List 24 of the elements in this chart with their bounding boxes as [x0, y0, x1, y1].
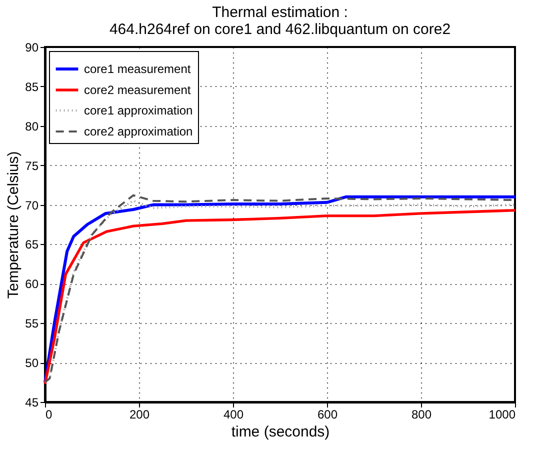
y-tick-label: 85 — [25, 80, 39, 94]
legend-label: core1 measurement — [84, 62, 192, 76]
legend-label: core1 approximation — [84, 104, 193, 118]
legend-label: core2 approximation — [84, 124, 193, 138]
x-tick-label: 400 — [223, 408, 244, 422]
x-tick-label: 800 — [411, 408, 432, 422]
x-axis-title: time (seconds) — [231, 424, 330, 440]
x-tick-label: 200 — [129, 408, 150, 422]
y-tick-label: 75 — [25, 158, 39, 173]
chart-subtitle: 464.h264ref on core1 and 462.libquantum on core2 — [109, 21, 451, 38]
y-tick-label: 90 — [25, 40, 39, 54]
x-tick-label: 600 — [317, 408, 338, 422]
y-tick-label: 60 — [25, 277, 39, 292]
y-tick-label: 50 — [25, 356, 39, 370]
y-tick-label: 70 — [25, 198, 39, 212]
y-tick-label: 45 — [25, 396, 39, 410]
y-tick-label: 80 — [25, 119, 39, 134]
x-tick-label: 0 — [46, 408, 52, 422]
x-tick-label: 1000 — [488, 408, 516, 422]
y-tick-label: 55 — [25, 316, 39, 331]
y-axis-title: Temperature (Celsius) — [5, 151, 22, 299]
legend-label: core2 measurement — [84, 83, 192, 97]
y-tick-label: 65 — [25, 238, 39, 252]
chart-title: Thermal estimation : — [212, 4, 348, 21]
